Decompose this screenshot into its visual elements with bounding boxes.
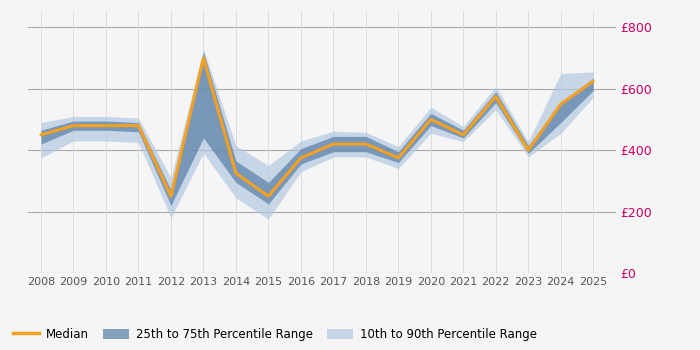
Legend: Median, 25th to 75th Percentile Range, 10th to 90th Percentile Range: Median, 25th to 75th Percentile Range, 1… <box>8 323 542 346</box>
